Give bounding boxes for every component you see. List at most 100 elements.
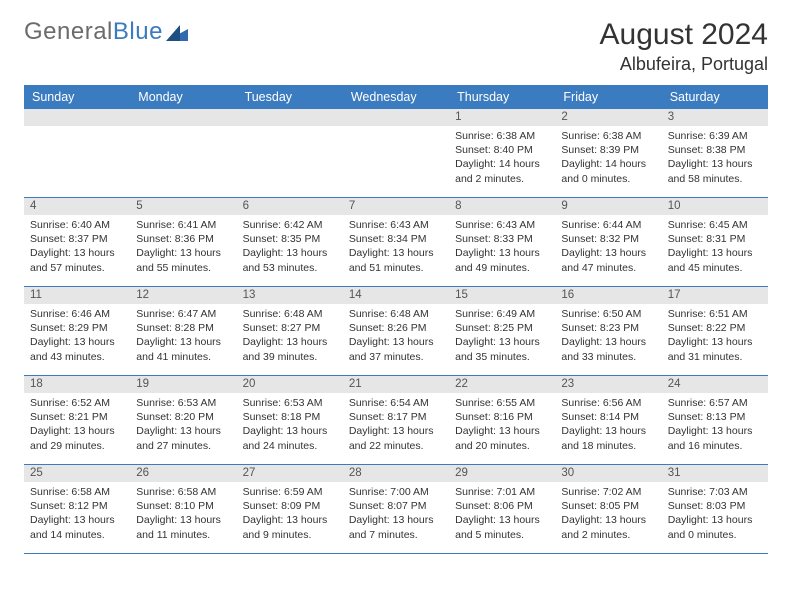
daylight1-text: Daylight: 13 hours <box>30 335 124 349</box>
daylight2-text: and 2 minutes. <box>561 528 655 542</box>
day-cell: 15Sunrise: 6:49 AMSunset: 8:25 PMDayligh… <box>449 287 555 375</box>
day-content: Sunrise: 6:48 AMSunset: 8:26 PMDaylight:… <box>343 304 449 368</box>
sunset-text: Sunset: 8:16 PM <box>455 410 549 424</box>
day-content: Sunrise: 6:42 AMSunset: 8:35 PMDaylight:… <box>237 215 343 279</box>
day-number <box>343 109 449 126</box>
daylight2-text: and 39 minutes. <box>243 350 337 364</box>
week-row: 1Sunrise: 6:38 AMSunset: 8:40 PMDaylight… <box>24 109 768 198</box>
day-cell: 16Sunrise: 6:50 AMSunset: 8:23 PMDayligh… <box>555 287 661 375</box>
day-content <box>130 126 236 133</box>
sunrise-text: Sunrise: 6:53 AM <box>136 396 230 410</box>
sunrise-text: Sunrise: 6:45 AM <box>668 218 762 232</box>
daylight2-text: and 35 minutes. <box>455 350 549 364</box>
week-row: 11Sunrise: 6:46 AMSunset: 8:29 PMDayligh… <box>24 287 768 376</box>
day-content: Sunrise: 6:57 AMSunset: 8:13 PMDaylight:… <box>662 393 768 457</box>
daylight2-text: and 0 minutes. <box>561 172 655 186</box>
daylight2-text: and 43 minutes. <box>30 350 124 364</box>
day-cell: 9Sunrise: 6:44 AMSunset: 8:32 PMDaylight… <box>555 198 661 286</box>
day-content: Sunrise: 6:54 AMSunset: 8:17 PMDaylight:… <box>343 393 449 457</box>
day-content: Sunrise: 7:00 AMSunset: 8:07 PMDaylight:… <box>343 482 449 546</box>
daylight2-text: and 47 minutes. <box>561 261 655 275</box>
weekday-wednesday: Wednesday <box>343 85 449 109</box>
daylight2-text: and 14 minutes. <box>30 528 124 542</box>
day-number: 31 <box>662 465 768 482</box>
daylight2-text: and 31 minutes. <box>668 350 762 364</box>
day-number: 30 <box>555 465 661 482</box>
day-content: Sunrise: 6:45 AMSunset: 8:31 PMDaylight:… <box>662 215 768 279</box>
sunset-text: Sunset: 8:35 PM <box>243 232 337 246</box>
weekday-header-row: Sunday Monday Tuesday Wednesday Thursday… <box>24 85 768 109</box>
day-content: Sunrise: 6:53 AMSunset: 8:20 PMDaylight:… <box>130 393 236 457</box>
daylight1-text: Daylight: 13 hours <box>561 335 655 349</box>
daylight2-text: and 27 minutes. <box>136 439 230 453</box>
daylight2-text: and 37 minutes. <box>349 350 443 364</box>
daylight1-text: Daylight: 13 hours <box>136 424 230 438</box>
day-cell: 13Sunrise: 6:48 AMSunset: 8:27 PMDayligh… <box>237 287 343 375</box>
sunset-text: Sunset: 8:27 PM <box>243 321 337 335</box>
daylight1-text: Daylight: 13 hours <box>30 424 124 438</box>
day-cell: 28Sunrise: 7:00 AMSunset: 8:07 PMDayligh… <box>343 465 449 553</box>
day-cell: 3Sunrise: 6:39 AMSunset: 8:38 PMDaylight… <box>662 109 768 197</box>
daylight1-text: Daylight: 13 hours <box>668 157 762 171</box>
day-number: 1 <box>449 109 555 126</box>
day-number <box>237 109 343 126</box>
week-row: 25Sunrise: 6:58 AMSunset: 8:12 PMDayligh… <box>24 465 768 554</box>
sunset-text: Sunset: 8:39 PM <box>561 143 655 157</box>
day-number: 4 <box>24 198 130 215</box>
day-number: 19 <box>130 376 236 393</box>
sunrise-text: Sunrise: 6:51 AM <box>668 307 762 321</box>
day-content: Sunrise: 6:55 AMSunset: 8:16 PMDaylight:… <box>449 393 555 457</box>
daylight1-text: Daylight: 13 hours <box>455 424 549 438</box>
day-cell: 1Sunrise: 6:38 AMSunset: 8:40 PMDaylight… <box>449 109 555 197</box>
sunrise-text: Sunrise: 6:52 AM <box>30 396 124 410</box>
logo-text-2: Blue <box>113 18 163 46</box>
day-content <box>237 126 343 133</box>
sunset-text: Sunset: 8:25 PM <box>455 321 549 335</box>
daylight2-text: and 51 minutes. <box>349 261 443 275</box>
daylight1-text: Daylight: 14 hours <box>561 157 655 171</box>
day-number: 23 <box>555 376 661 393</box>
weekday-monday: Monday <box>130 85 236 109</box>
sunrise-text: Sunrise: 6:46 AM <box>30 307 124 321</box>
sunrise-text: Sunrise: 6:57 AM <box>668 396 762 410</box>
day-cell: 6Sunrise: 6:42 AMSunset: 8:35 PMDaylight… <box>237 198 343 286</box>
sunrise-text: Sunrise: 6:41 AM <box>136 218 230 232</box>
sunrise-text: Sunrise: 6:54 AM <box>349 396 443 410</box>
day-cell: 27Sunrise: 6:59 AMSunset: 8:09 PMDayligh… <box>237 465 343 553</box>
daylight2-text: and 58 minutes. <box>668 172 762 186</box>
day-content: Sunrise: 7:02 AMSunset: 8:05 PMDaylight:… <box>555 482 661 546</box>
day-content: Sunrise: 6:47 AMSunset: 8:28 PMDaylight:… <box>130 304 236 368</box>
day-content: Sunrise: 6:58 AMSunset: 8:12 PMDaylight:… <box>24 482 130 546</box>
sunset-text: Sunset: 8:06 PM <box>455 499 549 513</box>
daylight2-text: and 22 minutes. <box>349 439 443 453</box>
daylight2-text: and 11 minutes. <box>136 528 230 542</box>
daylight2-text: and 53 minutes. <box>243 261 337 275</box>
daylight2-text: and 0 minutes. <box>668 528 762 542</box>
daylight2-text: and 20 minutes. <box>455 439 549 453</box>
day-content: Sunrise: 6:38 AMSunset: 8:40 PMDaylight:… <box>449 126 555 190</box>
daylight1-text: Daylight: 13 hours <box>455 513 549 527</box>
day-content: Sunrise: 6:41 AMSunset: 8:36 PMDaylight:… <box>130 215 236 279</box>
daylight1-text: Daylight: 13 hours <box>243 424 337 438</box>
day-cell: 25Sunrise: 6:58 AMSunset: 8:12 PMDayligh… <box>24 465 130 553</box>
day-cell <box>24 109 130 197</box>
sunset-text: Sunset: 8:10 PM <box>136 499 230 513</box>
day-cell: 7Sunrise: 6:43 AMSunset: 8:34 PMDaylight… <box>343 198 449 286</box>
day-content <box>343 126 449 133</box>
daylight2-text: and 49 minutes. <box>455 261 549 275</box>
calendar-grid: Sunday Monday Tuesday Wednesday Thursday… <box>24 85 768 554</box>
day-cell: 11Sunrise: 6:46 AMSunset: 8:29 PMDayligh… <box>24 287 130 375</box>
day-cell: 30Sunrise: 7:02 AMSunset: 8:05 PMDayligh… <box>555 465 661 553</box>
day-cell: 22Sunrise: 6:55 AMSunset: 8:16 PMDayligh… <box>449 376 555 464</box>
sunset-text: Sunset: 8:32 PM <box>561 232 655 246</box>
daylight1-text: Daylight: 13 hours <box>136 513 230 527</box>
sunrise-text: Sunrise: 6:44 AM <box>561 218 655 232</box>
daylight2-text: and 33 minutes. <box>561 350 655 364</box>
sunset-text: Sunset: 8:13 PM <box>668 410 762 424</box>
daylight1-text: Daylight: 13 hours <box>243 246 337 260</box>
sunrise-text: Sunrise: 6:42 AM <box>243 218 337 232</box>
daylight2-text: and 45 minutes. <box>668 261 762 275</box>
day-content: Sunrise: 7:03 AMSunset: 8:03 PMDaylight:… <box>662 482 768 546</box>
daylight1-text: Daylight: 13 hours <box>30 246 124 260</box>
page-header: GeneralBlue August 2024 Albufeira, Portu… <box>24 18 768 75</box>
